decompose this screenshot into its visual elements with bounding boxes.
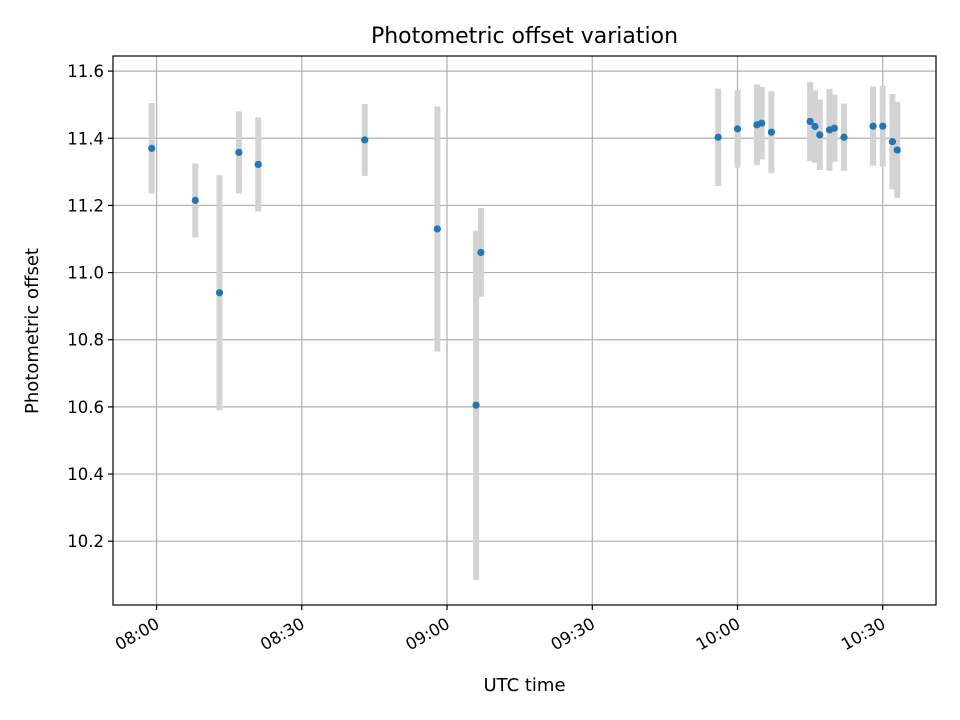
y-tick-label: 11.2 bbox=[67, 196, 104, 215]
y-tick-label: 10.2 bbox=[67, 532, 104, 551]
data-point bbox=[472, 401, 480, 409]
y-axis-label: Photometric offset bbox=[22, 248, 43, 414]
y-tick-label: 10.8 bbox=[67, 331, 104, 350]
data-point bbox=[148, 144, 156, 152]
data-point bbox=[235, 148, 243, 156]
data-point bbox=[893, 146, 901, 154]
y-tick-label: 11.0 bbox=[67, 264, 104, 283]
data-point bbox=[215, 289, 224, 297]
data-point bbox=[806, 117, 814, 126]
point-layer bbox=[148, 117, 901, 409]
data-point bbox=[879, 122, 887, 130]
data-point bbox=[830, 124, 838, 132]
data-point bbox=[477, 248, 485, 257]
y-tick-label: 11.4 bbox=[67, 129, 104, 148]
x-axis-label: UTC time bbox=[483, 675, 565, 696]
data-point bbox=[714, 133, 722, 141]
data-point bbox=[840, 133, 848, 141]
data-point bbox=[254, 160, 262, 169]
data-point bbox=[361, 136, 369, 144]
data-point bbox=[758, 119, 766, 127]
data-point bbox=[433, 225, 441, 233]
y-tick-label: 10.4 bbox=[67, 465, 104, 484]
chart-title: Photometric offset variation bbox=[371, 24, 678, 49]
y-tick-label: 10.6 bbox=[67, 398, 104, 417]
data-point bbox=[816, 131, 824, 139]
data-point bbox=[888, 138, 897, 146]
data-point bbox=[191, 196, 199, 204]
data-point bbox=[767, 128, 776, 136]
plot-frame bbox=[112, 55, 937, 606]
data-point bbox=[869, 122, 877, 130]
y-tick-label: 11.6 bbox=[67, 62, 104, 81]
data-point bbox=[811, 122, 819, 131]
data-point bbox=[733, 125, 742, 133]
grid-layer bbox=[113, 56, 936, 605]
